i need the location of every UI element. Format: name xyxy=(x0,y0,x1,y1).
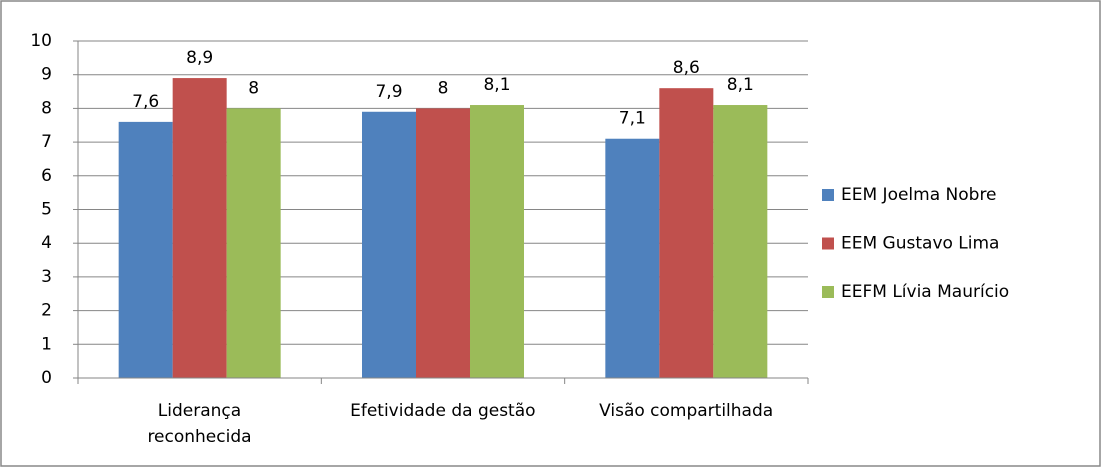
x-tick-label: Liderança reconhecida xyxy=(147,401,252,447)
data-label: 8 xyxy=(248,78,259,98)
y-tick-label: 6 xyxy=(41,166,52,186)
bar xyxy=(118,121,173,378)
legend-swatch xyxy=(822,237,834,250)
y-tick-label: 9 xyxy=(41,65,52,85)
data-label: 7,9 xyxy=(375,82,402,102)
data-label: 8,1 xyxy=(727,75,754,95)
x-tick-label: Visão compartilhada xyxy=(599,401,774,421)
y-tick-label: 3 xyxy=(41,267,52,287)
legend-swatch xyxy=(822,189,834,201)
bar xyxy=(226,108,281,379)
y-tick-label: 8 xyxy=(41,98,52,118)
y-tick-label: 10 xyxy=(30,31,52,51)
data-label: 8,6 xyxy=(673,58,700,78)
bar xyxy=(172,78,227,378)
y-tick-label: 2 xyxy=(41,301,52,321)
y-tick-label: 0 xyxy=(41,368,52,388)
data-label: 7,1 xyxy=(619,109,646,129)
y-tick-label: 4 xyxy=(41,233,52,253)
data-label: 8,9 xyxy=(186,48,213,68)
legend-label: EEM Joelma Nobre xyxy=(841,185,997,205)
legend-swatch xyxy=(822,286,834,298)
bar xyxy=(659,88,714,379)
data-label: 8 xyxy=(438,78,449,98)
legend-label: EEFM Lívia Maurício xyxy=(841,282,1009,302)
bar xyxy=(416,108,470,379)
y-tick-label: 5 xyxy=(41,200,52,220)
data-label: 8,1 xyxy=(483,75,510,95)
y-tick-label: 7 xyxy=(41,132,52,152)
legend-label: EEM Gustavo Lima xyxy=(841,234,999,254)
x-tick-label: Efetividade da gestão xyxy=(350,401,536,421)
bar xyxy=(713,105,768,378)
bar xyxy=(605,138,660,378)
bar xyxy=(470,105,524,378)
y-tick-label: 1 xyxy=(41,334,52,354)
bar xyxy=(362,111,416,379)
data-label: 7,6 xyxy=(132,92,159,112)
